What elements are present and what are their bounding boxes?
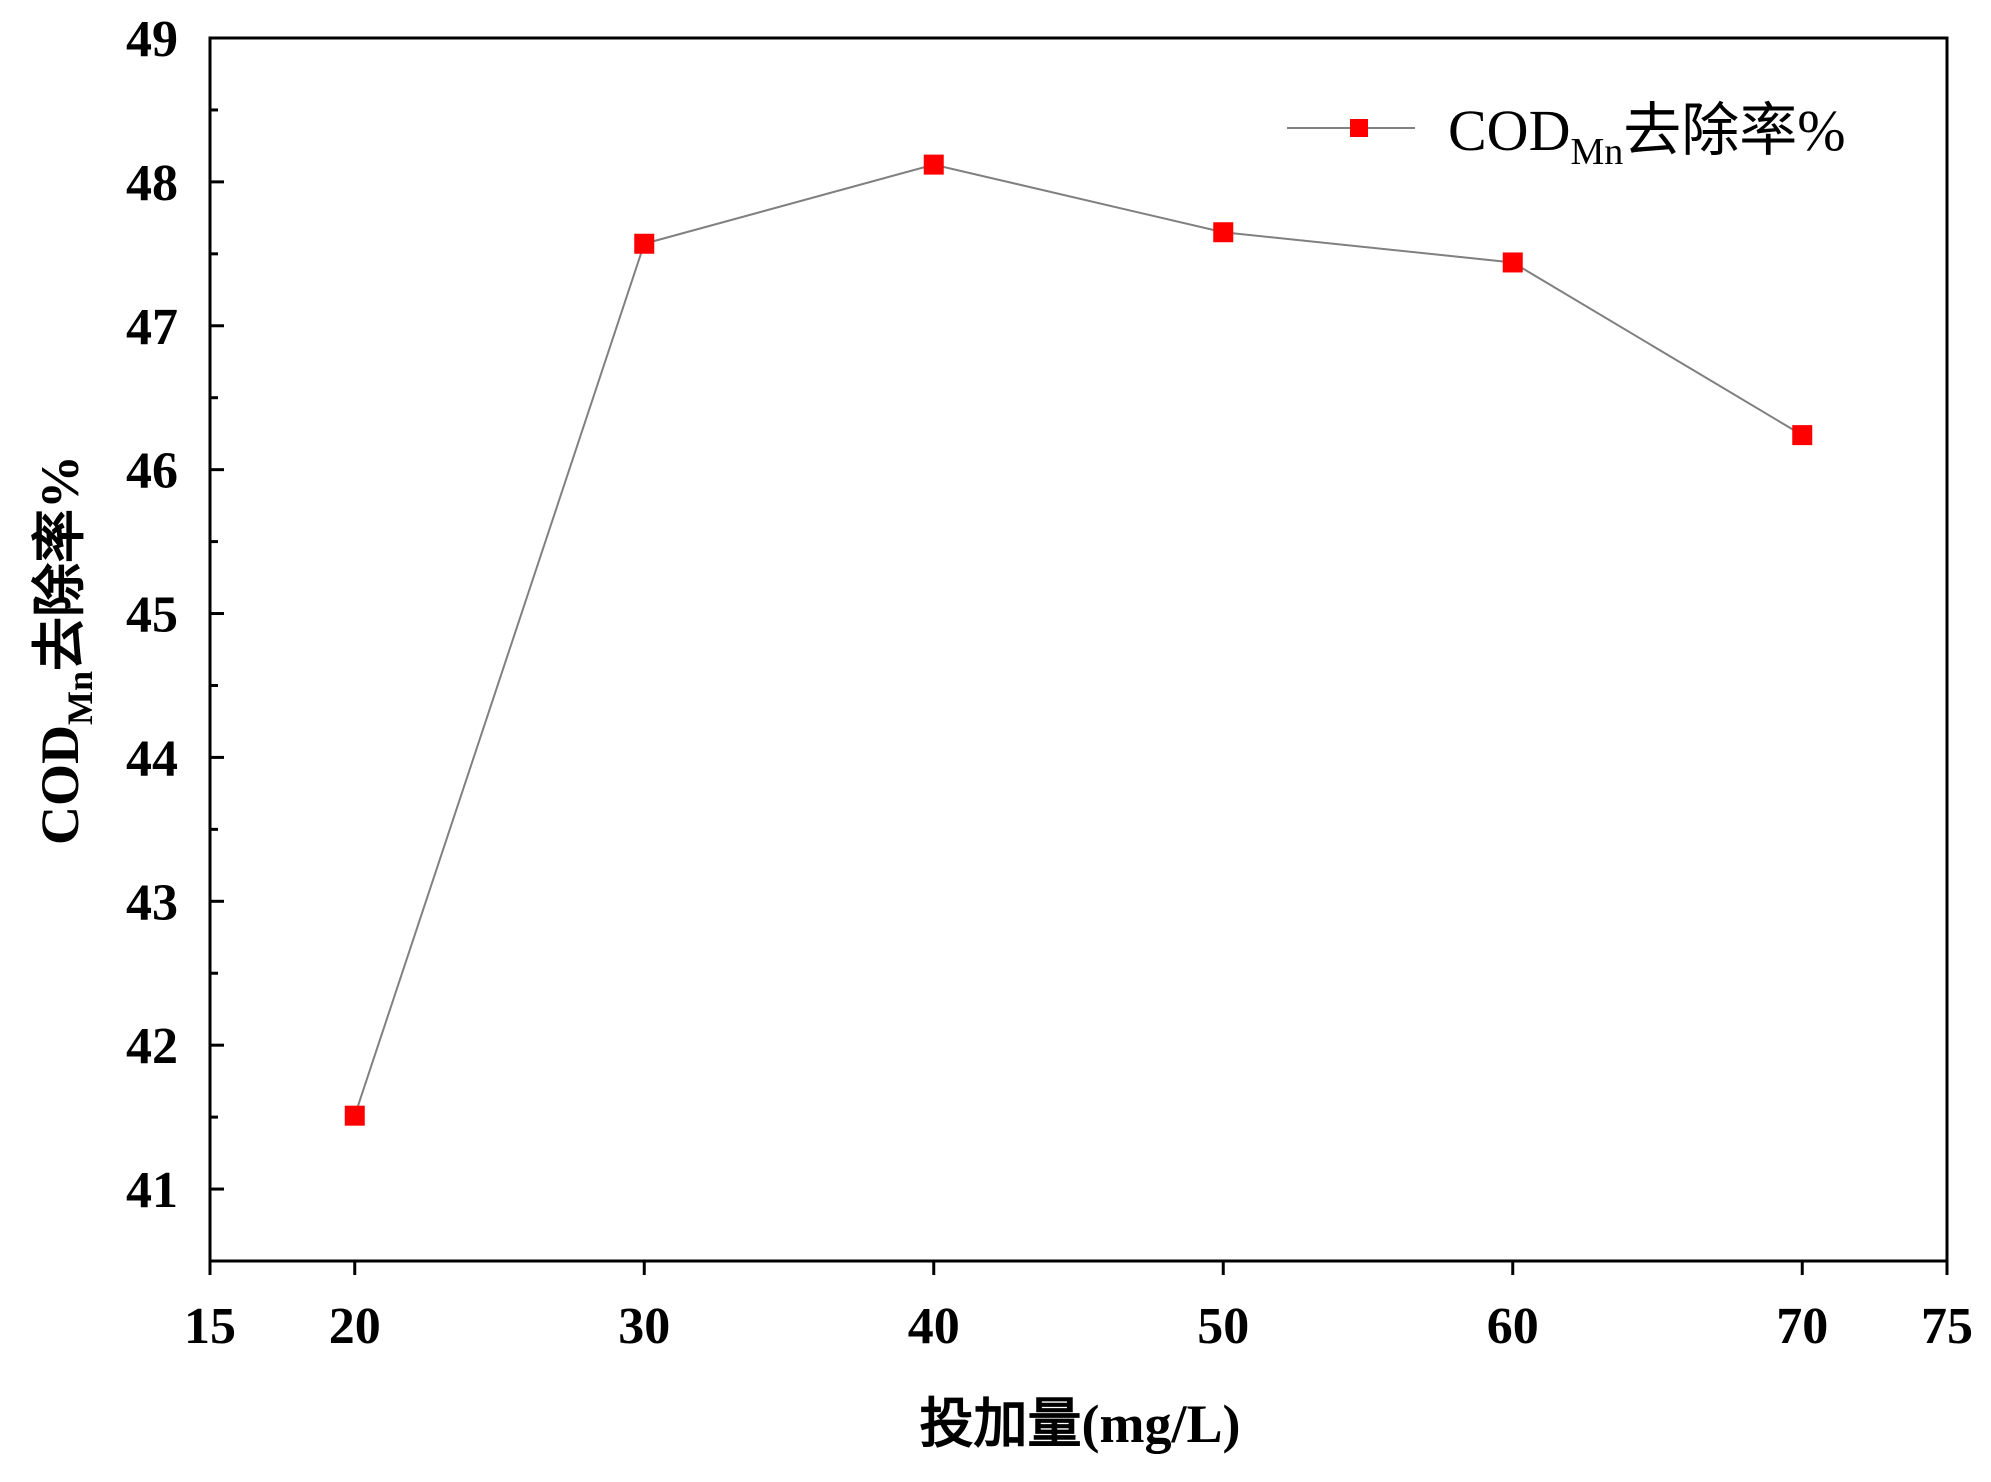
series-line (353, 163, 1803, 1116)
data-point (634, 233, 655, 254)
x-tick-label: 15 (184, 1298, 236, 1355)
data-point (1213, 222, 1234, 243)
legend-marker (1350, 119, 1368, 137)
x-tick-label: 75 (1921, 1298, 1973, 1355)
data-point (344, 1105, 365, 1126)
x-axis-title: 投加量(mg/L) (920, 1394, 1241, 1454)
y-tick-label: 45 (126, 587, 178, 644)
data-point (923, 154, 944, 175)
y-tick-label: 47 (126, 299, 178, 356)
y-tick-label: 43 (126, 874, 178, 931)
legend: CODMn去除率% (1287, 98, 1846, 173)
data-point (1502, 252, 1523, 273)
x-tick-label: 20 (329, 1298, 381, 1355)
y-tick-label: 44 (126, 730, 178, 787)
axis-ticks: 15 20 30 40 50 60 70 75 41 42 43 44 45 46 47 48 49 (126, 11, 1973, 1355)
y-tick-label: 48 (126, 155, 178, 212)
x-tick-label: 40 (908, 1298, 960, 1355)
x-tick-label: 70 (1776, 1298, 1828, 1355)
y-tick-label: 49 (126, 11, 178, 68)
plot-frame (208, 36, 1949, 1263)
data-point (1792, 425, 1813, 446)
y-tick-label: 46 (126, 443, 178, 500)
y-tick-label: 42 (126, 1018, 178, 1075)
y-axis-title: CODMn去除率% (30, 455, 100, 845)
y-tick-label: 41 (126, 1162, 178, 1219)
x-tick-label: 60 (1487, 1298, 1539, 1355)
x-tick-label: 50 (1197, 1298, 1249, 1355)
series-group (344, 154, 1813, 1126)
legend-label: CODMn去除率% (1448, 98, 1846, 173)
x-tick-label: 30 (618, 1298, 670, 1355)
